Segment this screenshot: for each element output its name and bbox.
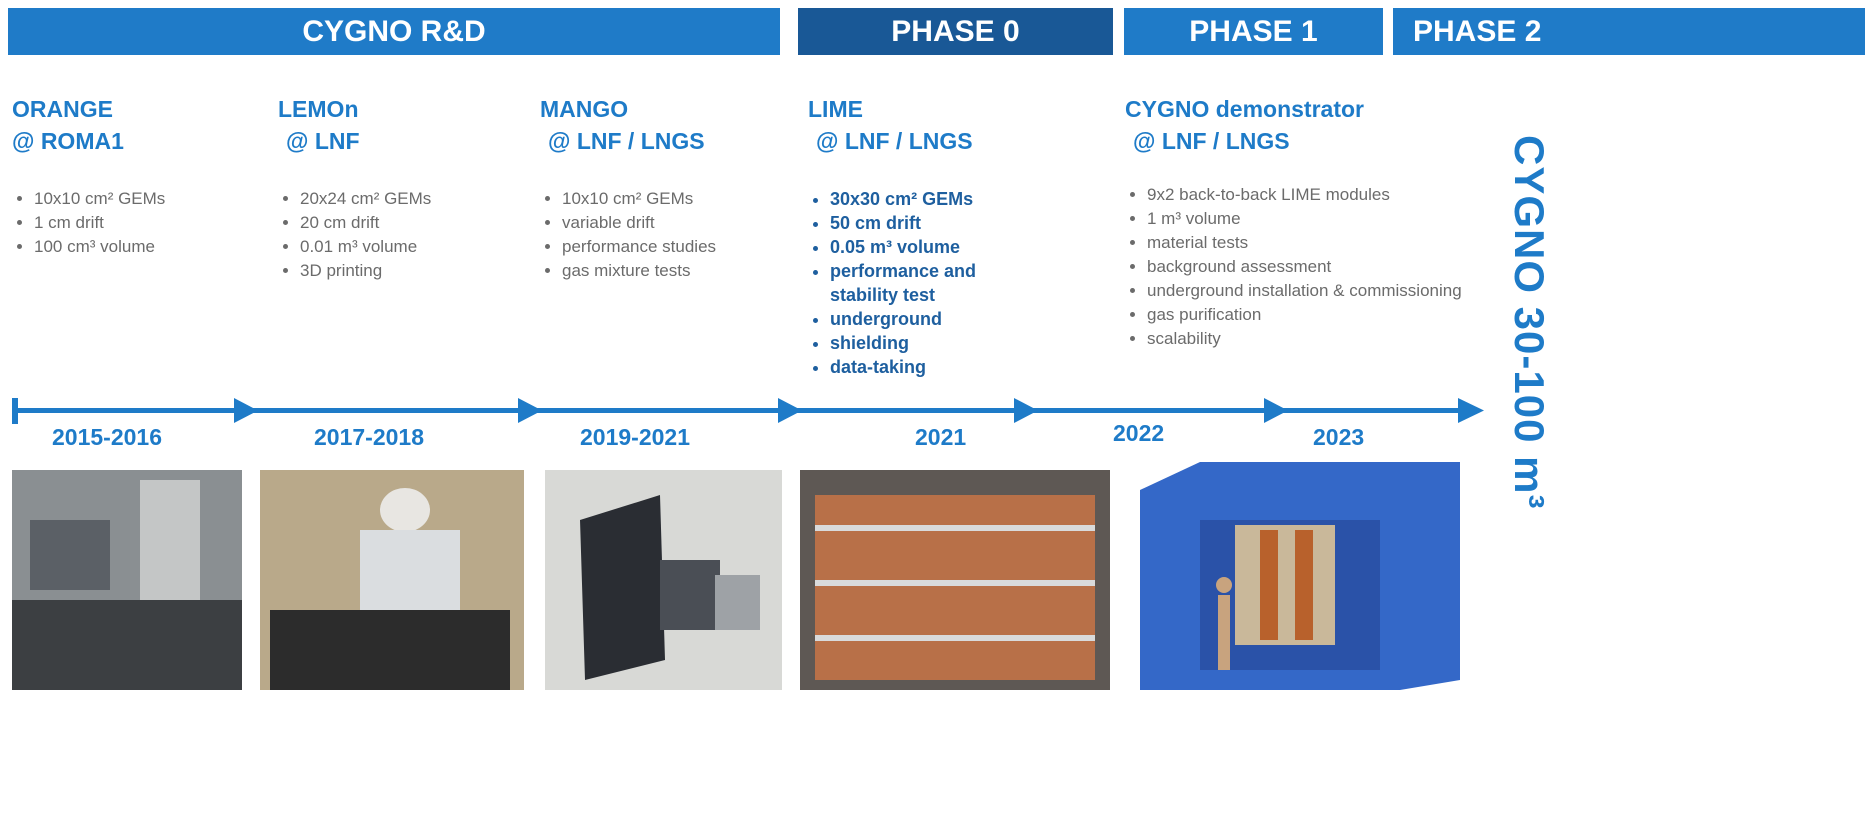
timeline-slide: CYGNO R&D PHASE 0 PHASE 1 PHASE 2 CYGNO …: [0, 0, 1865, 821]
stage-location: @ LNF / LNGS: [548, 124, 705, 158]
stage-item: 30x30 cm² GEMs: [830, 187, 1045, 211]
stage-item: shielding: [830, 331, 1045, 355]
stage-location: @ LNF: [286, 124, 360, 158]
stage-item: 100 cm³ volume: [34, 235, 274, 259]
stage-item: 20 cm drift: [300, 211, 540, 235]
stage-items: 20x24 cm² GEMs20 cm drift0.01 m³ volume3…: [278, 187, 540, 283]
year-label: 2017-2018: [314, 424, 424, 451]
stage-item: variable drift: [562, 211, 812, 235]
year-label: 2022: [1113, 420, 1164, 447]
phase-bar: PHASE 2: [1393, 8, 1865, 55]
photo-demonstrator: [1140, 462, 1460, 690]
photo-mango: [545, 470, 782, 690]
stage-item: material tests: [1147, 231, 1492, 255]
stage-item: gas purification: [1147, 303, 1492, 327]
stage-item: performance and stability test: [830, 259, 1045, 307]
stage-items: 9x2 back-to-back LIME modules1 m³ volume…: [1125, 183, 1492, 351]
year-label: 2021: [915, 424, 966, 451]
stage-item: underground: [830, 307, 1045, 331]
stage-items: 10x10 cm² GEMsvariable driftperformance …: [540, 187, 812, 283]
side-label: CYGNO 30-100 m³: [1505, 135, 1553, 509]
stage-title: CYGNO demonstrator: [1125, 92, 1364, 126]
stage-item: data-taking: [830, 355, 1045, 379]
year-label: 2019-2021: [580, 424, 690, 451]
stage-location: @ LNF / LNGS: [1133, 124, 1290, 158]
year-label: 2015-2016: [52, 424, 162, 451]
stage-location: @ ROMA1: [12, 124, 124, 158]
stage-item: 10x10 cm² GEMs: [562, 187, 812, 211]
phase-bar: CYGNO R&D: [8, 8, 780, 55]
stage-title: ORANGE: [12, 92, 113, 126]
stage-title: LEMOn: [278, 92, 359, 126]
timeline-line: [12, 408, 1472, 413]
stage-title: LIME: [808, 92, 863, 126]
photo-lime: [800, 470, 1110, 690]
stage-item: underground installation & commissioning: [1147, 279, 1492, 303]
stage-item: 0.01 m³ volume: [300, 235, 540, 259]
photo-orange: [12, 470, 242, 690]
stage-item: scalability: [1147, 327, 1492, 351]
stage-item: 1 cm drift: [34, 211, 274, 235]
stage-item: performance studies: [562, 235, 812, 259]
stage-item: 20x24 cm² GEMs: [300, 187, 540, 211]
stage-item: gas mixture tests: [562, 259, 812, 283]
phase-bar: PHASE 1: [1124, 8, 1383, 55]
stage-title: MANGO: [540, 92, 628, 126]
stage-item: 50 cm drift: [830, 211, 1045, 235]
stage-item: 1 m³ volume: [1147, 207, 1492, 231]
stage-item: 10x10 cm² GEMs: [34, 187, 274, 211]
stage-location: @ LNF / LNGS: [816, 124, 973, 158]
stage-item: background assessment: [1147, 255, 1492, 279]
year-label: 2023: [1313, 424, 1364, 451]
phase-bar: PHASE 0: [798, 8, 1113, 55]
stage-item: 0.05 m³ volume: [830, 235, 1045, 259]
stage-items: 30x30 cm² GEMs50 cm drift0.05 m³ volumep…: [808, 187, 1045, 379]
stage-items: 10x10 cm² GEMs1 cm drift100 cm³ volume: [12, 187, 274, 259]
stage-item: 3D printing: [300, 259, 540, 283]
photo-lemon: [260, 470, 524, 690]
stage-item: 9x2 back-to-back LIME modules: [1147, 183, 1492, 207]
